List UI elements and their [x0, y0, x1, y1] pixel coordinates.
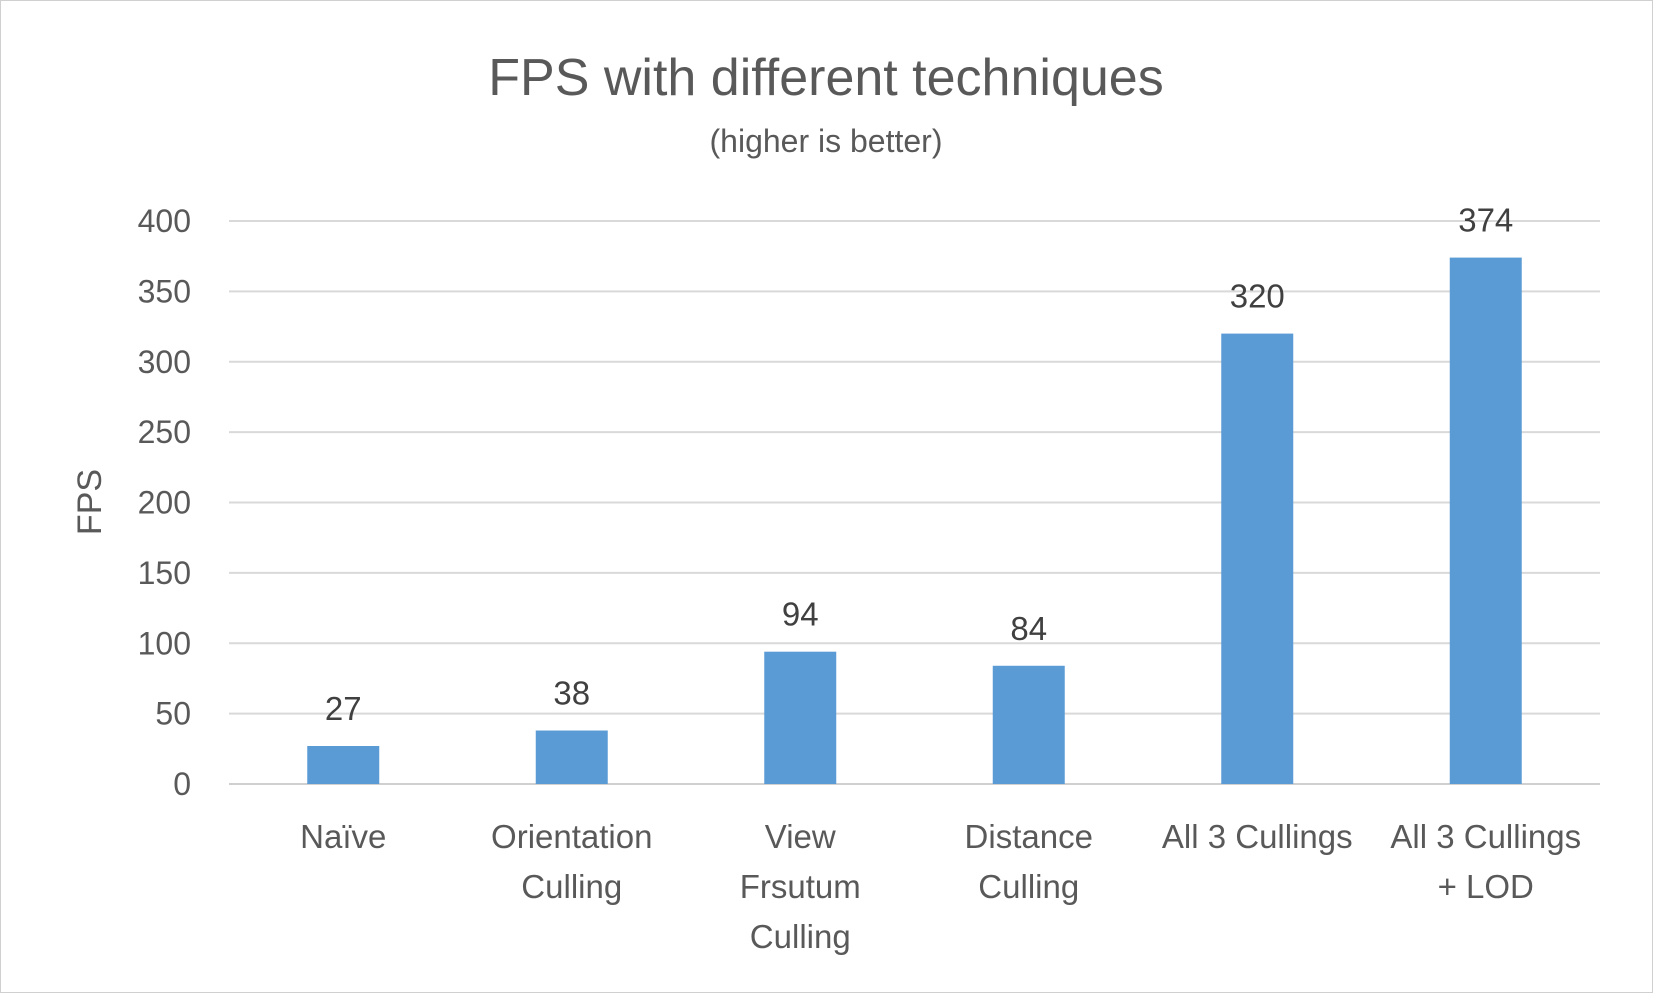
x-tick-label-line: Distance	[965, 818, 1093, 855]
data-label: 320	[1230, 278, 1285, 315]
x-tick-label-line: Culling	[521, 868, 622, 905]
y-tick-label: 300	[138, 344, 191, 380]
data-labels: 27 38 94 84 320 374	[325, 202, 1513, 727]
data-label: 84	[1010, 610, 1047, 647]
data-label: 94	[782, 596, 819, 633]
chart-title: FPS with different techniques	[488, 49, 1163, 107]
y-tick-label: 150	[138, 555, 191, 591]
x-tick-label: Naïve	[300, 818, 386, 855]
x-tick-label-line: All 3 Cullings	[1390, 818, 1581, 855]
x-tick-label: View Frsutum Culling	[740, 818, 861, 955]
bar	[307, 745, 380, 784]
x-tick-label-line: View	[765, 818, 836, 855]
data-label: 374	[1458, 202, 1513, 239]
bar	[992, 665, 1065, 784]
y-axis-label: FPS	[71, 469, 109, 535]
y-tick-label: 250	[138, 414, 191, 450]
bar	[1221, 333, 1294, 784]
x-tick-label: All 3 Cullings	[1162, 818, 1353, 855]
y-tick-label: 200	[138, 485, 191, 521]
chart-subtitle: (higher is better)	[710, 123, 943, 159]
x-axis-ticks: Naïve Orientation Culling View Frsutum Cullin…	[300, 818, 1581, 955]
x-tick-label-line: Culling	[750, 918, 851, 955]
bar	[764, 651, 837, 784]
data-label: 27	[325, 690, 362, 727]
x-tick-label-line: Culling	[978, 868, 1079, 905]
y-axis-ticks: 0 50 100 150 200 250 300 350 400	[138, 203, 191, 802]
x-tick-label-line: Orientation	[491, 818, 652, 855]
x-tick-label-line: Frsutum	[740, 868, 861, 905]
y-tick-label: 100	[138, 625, 191, 661]
data-label: 38	[553, 675, 590, 712]
y-tick-label: 50	[155, 696, 191, 732]
bar	[1449, 257, 1522, 785]
x-tick-label: All 3 Cullings + LOD	[1390, 818, 1581, 905]
bars	[307, 257, 1522, 785]
x-tick-label: Orientation Culling	[491, 818, 652, 905]
x-tick-label: Distance Culling	[965, 818, 1093, 905]
gridlines	[229, 220, 1600, 785]
y-tick-label: 0	[173, 766, 191, 802]
y-tick-label: 350	[138, 273, 191, 309]
x-tick-label-line: + LOD	[1438, 868, 1534, 905]
x-tick-label-line: Naïve	[300, 818, 386, 855]
y-tick-label: 400	[138, 203, 191, 239]
bar	[535, 730, 608, 784]
x-tick-label-line: All 3 Cullings	[1162, 818, 1353, 855]
